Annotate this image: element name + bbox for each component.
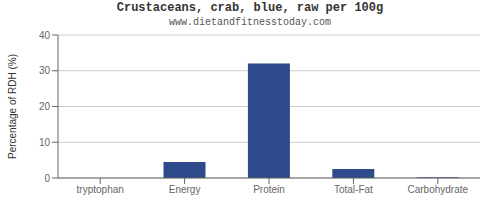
svg-text:Energy: Energy [169, 184, 201, 195]
svg-text:30: 30 [39, 65, 51, 76]
svg-text:Percentage of RDH (%): Percentage of RDH (%) [8, 54, 18, 159]
svg-text:Carbohydrate: Carbohydrate [408, 184, 469, 195]
svg-text:10: 10 [39, 137, 51, 148]
html-text:www.dietandfitnesstoday.com: www.dietandfitnesstoday.com [169, 17, 331, 28]
svg-text:tryptophan: tryptophan [77, 184, 124, 195]
html-text:Crustaceans, crab, blue, raw p: Crustaceans, crab, blue, raw per 100g [116, 1, 384, 15]
svg-text:Protein: Protein [253, 184, 285, 195]
svg-text:20: 20 [39, 101, 51, 112]
svg-text:40: 40 [39, 30, 51, 41]
svg-text:Total-Fat: Total-Fat [334, 184, 373, 195]
svg-text:0: 0 [44, 173, 50, 184]
